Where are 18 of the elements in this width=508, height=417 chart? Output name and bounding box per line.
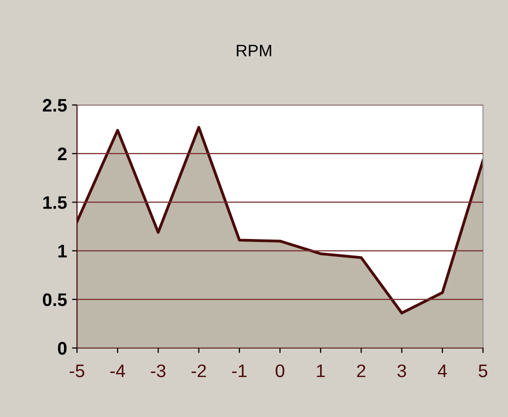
chart-title: RPM	[236, 44, 272, 56]
y-tick-label: 0	[58, 342, 67, 355]
x-tick-label: -5	[70, 364, 84, 378]
x-tick-label: 2	[357, 364, 366, 378]
x-tick-label: 4	[438, 364, 447, 378]
y-tick-label: 2.5	[42, 98, 67, 112]
x-tick-label: 5	[478, 364, 488, 378]
x-tick-label: -4	[110, 364, 126, 378]
y-tick-label: 0.5	[42, 293, 67, 306]
x-tick-label: -3	[150, 364, 166, 378]
y-tick-label: 2	[58, 148, 67, 160]
x-tick-label: -1	[232, 364, 247, 378]
x-tick-label: 3	[397, 364, 406, 378]
x-tick-label: -2	[192, 364, 206, 378]
x-tick-label: 1	[316, 364, 325, 378]
y-tick-label: 1.5	[43, 196, 67, 209]
x-tick-label: 0	[276, 364, 284, 378]
y-tick-label: 1	[58, 244, 67, 258]
